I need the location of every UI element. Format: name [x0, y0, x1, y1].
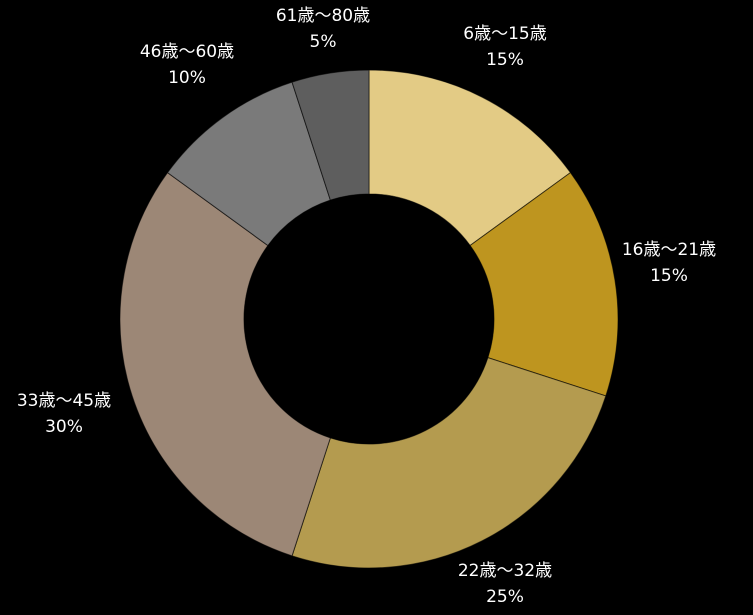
donut-slices [119, 69, 619, 569]
slice-percent-2: 15% [650, 266, 688, 286]
slice-label-2: 16歳〜21歳 [622, 240, 716, 260]
slice-percent-4: 30% [45, 417, 83, 437]
slice-label-3: 22歳〜32歳 [458, 561, 552, 581]
donut-hole [244, 194, 494, 444]
slice-label-4: 33歳〜45歳 [17, 391, 111, 411]
slice-label-5: 46歳〜60歳 [140, 42, 234, 62]
slice-labels: 6歳〜15歳 15% 16歳〜21歳 15% 22歳〜32歳 25% 33歳〜45歳 30% 4… [17, 6, 716, 607]
slice-label-1: 6歳〜15歳 [463, 24, 546, 44]
slice-percent-1: 15% [486, 50, 524, 70]
slice-percent-5: 10% [168, 68, 206, 88]
slice-percent-3: 25% [486, 587, 524, 607]
slice-percent-6: 5% [310, 32, 337, 52]
slice-label-6: 61歳〜80歳 [276, 6, 370, 26]
